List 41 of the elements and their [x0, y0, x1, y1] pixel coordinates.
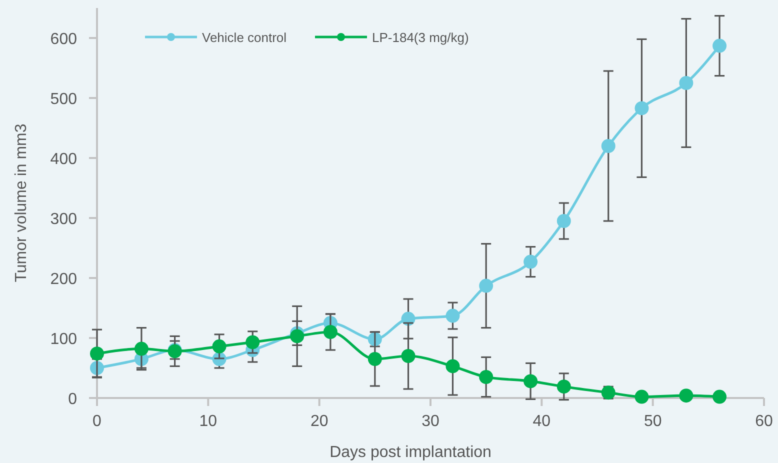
y-tick-label: 500 — [50, 91, 78, 108]
x-tick-label: 60 — [755, 413, 773, 430]
y-tick-label: 0 — [68, 391, 78, 408]
point — [679, 388, 694, 403]
point — [479, 278, 494, 293]
point — [212, 339, 226, 354]
point — [479, 370, 494, 384]
x-tick-label: 20 — [310, 413, 328, 430]
point — [556, 380, 571, 394]
y-tick-label: 400 — [50, 151, 78, 168]
y-tick-label: 100 — [50, 331, 78, 348]
x-tick-label: 0 — [92, 413, 102, 430]
point — [368, 352, 382, 366]
point — [712, 38, 727, 53]
y-axis-title: Tumor volume in mm3 — [13, 124, 30, 282]
y-tick-label: 600 — [50, 31, 78, 48]
point — [401, 349, 416, 363]
x-axis-title: Days post implantation — [330, 444, 492, 461]
point — [634, 101, 649, 116]
point — [524, 254, 538, 269]
y-tick-label: 300 — [50, 211, 78, 228]
point — [634, 390, 649, 404]
point — [90, 346, 104, 361]
point — [246, 335, 260, 350]
legend-label: Vehicle control — [202, 30, 287, 45]
legend-label: LP-184(3 mg/kg) — [372, 30, 469, 45]
point — [323, 325, 338, 339]
x-tick-label: 50 — [644, 413, 662, 430]
point — [134, 342, 148, 356]
point — [290, 329, 304, 344]
point — [601, 139, 616, 153]
point — [556, 214, 571, 228]
point — [524, 374, 538, 388]
point — [712, 390, 727, 404]
point — [446, 308, 460, 323]
y-tick-label: 200 — [50, 271, 78, 288]
point — [679, 76, 694, 90]
x-tick-label: 10 — [199, 413, 218, 430]
point — [446, 359, 460, 374]
x-tick-label: 40 — [532, 413, 551, 430]
x-tick-label: 30 — [422, 413, 440, 430]
